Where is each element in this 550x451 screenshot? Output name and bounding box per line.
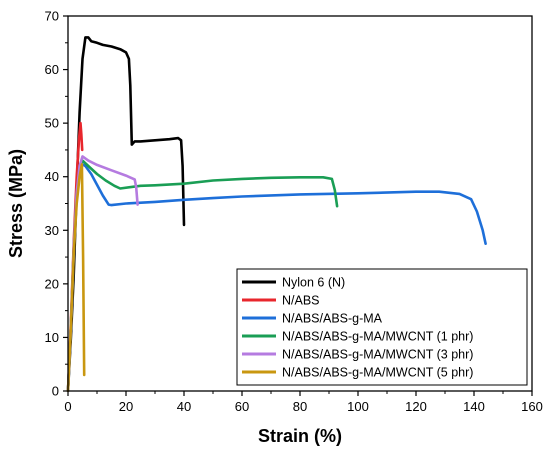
y-axis-title: Stress (MPa) xyxy=(6,149,26,258)
x-tick-label: 120 xyxy=(405,399,427,414)
y-tick-label: 20 xyxy=(45,276,59,291)
legend: Nylon 6 (N) N/ABS N/ABS/ABS-g-MA N/ABS/ABS-… xyxy=(236,268,528,386)
y-tick-label: 30 xyxy=(45,223,59,238)
x-tick-label: 100 xyxy=(347,399,369,414)
legend-label: N/ABS/ABS-g-MA/MWCNT (5 phr) xyxy=(282,366,473,380)
y-tick-label: 60 xyxy=(45,62,59,77)
x-axis-title: Strain (%) xyxy=(258,426,342,446)
legend-label: N/ABS/ABS-g-MA/MWCNT (3 phr) xyxy=(282,348,473,362)
x-tick-label: 80 xyxy=(293,399,307,414)
x-tick-label: 60 xyxy=(235,399,249,414)
y-tick-label: 10 xyxy=(45,330,59,345)
x-tick-label: 20 xyxy=(119,399,133,414)
y-tick-label: 0 xyxy=(52,384,59,399)
x-tick-label: 40 xyxy=(177,399,191,414)
legend-label: N/ABS/ABS-g-MA/MWCNT (1 phr) xyxy=(282,330,473,344)
legend-box xyxy=(236,268,528,386)
legend-label: N/ABS/ABS-g-MA xyxy=(282,312,383,326)
y-tick-label: 70 xyxy=(45,9,59,24)
legend-label: N/ABS xyxy=(282,294,320,308)
x-tick-label: 140 xyxy=(463,399,485,414)
y-tick-label: 40 xyxy=(45,169,59,184)
legend-label: Nylon 6 (N) xyxy=(282,276,345,290)
series-layer xyxy=(66,36,487,393)
series-line-1 xyxy=(66,36,186,393)
ticks-layer: 0 20 40 60 80 100 120 140 160 0 10 20 30 40 50 60 70 xyxy=(45,9,543,415)
x-tick-label: 0 xyxy=(64,399,71,414)
x-tick-label: 160 xyxy=(521,399,543,414)
series-line-6 xyxy=(66,163,86,393)
y-tick-label: 50 xyxy=(45,116,59,131)
